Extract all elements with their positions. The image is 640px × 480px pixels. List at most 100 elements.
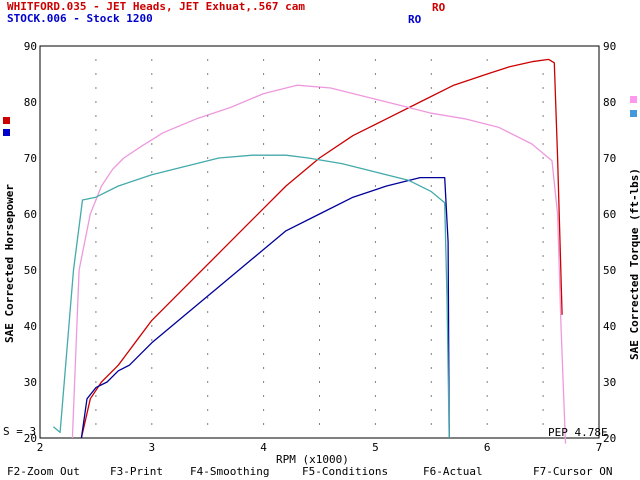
f4-smoothing-key[interactable]: F4-Smoothing xyxy=(190,465,270,478)
grid-dot xyxy=(542,381,544,383)
grid-dot xyxy=(430,227,432,229)
smoothing-value: S = 3 xyxy=(3,425,37,438)
grid-dot xyxy=(319,339,320,341)
grid-dot xyxy=(151,283,153,285)
grid-dot xyxy=(319,227,320,229)
grid-dot xyxy=(319,143,320,145)
y-tick-label-right: 70 xyxy=(603,152,616,165)
x-tick-label: 5 xyxy=(372,441,379,454)
grid-dot xyxy=(374,199,376,201)
grid-dot xyxy=(486,339,488,341)
grid-dot xyxy=(263,353,265,355)
grid-dot xyxy=(542,143,544,145)
grid-dot xyxy=(430,353,432,355)
grid-dot xyxy=(374,73,376,75)
grid-dot xyxy=(151,367,153,369)
grid-dot xyxy=(374,143,376,145)
grid-dot xyxy=(207,171,209,173)
grid-dot xyxy=(374,395,376,397)
grid-dot xyxy=(486,311,488,313)
f5-conditions-key[interactable]: F5-Conditions xyxy=(302,465,389,478)
grid-dot xyxy=(486,115,488,117)
grid-dot xyxy=(151,325,153,327)
grid-dot xyxy=(374,129,376,131)
grid-dot xyxy=(263,255,265,257)
grid-dot xyxy=(542,115,544,117)
grid-dot xyxy=(207,339,209,341)
grid-dot xyxy=(207,297,209,299)
grid-dot xyxy=(542,199,544,201)
grid-dot xyxy=(319,255,320,257)
grid-dot xyxy=(151,101,153,103)
grid-dot xyxy=(486,381,488,383)
legend-run1-right-swatch xyxy=(630,96,637,103)
grid-dot xyxy=(374,157,376,159)
grid-dot xyxy=(95,227,97,229)
grid-dot xyxy=(95,353,97,355)
grid-dot xyxy=(95,325,97,327)
series-line-run2_hp xyxy=(80,176,450,439)
grid-dot xyxy=(319,199,320,201)
y-tick-label-right: 40 xyxy=(603,320,616,333)
grid-dot xyxy=(95,143,97,145)
grid-dot xyxy=(542,73,544,75)
grid-dot xyxy=(207,227,209,229)
grid-dot xyxy=(430,101,432,103)
grid-dot xyxy=(430,283,432,285)
grid-dot xyxy=(319,297,320,299)
grid-dot xyxy=(542,269,544,271)
grid-dot xyxy=(374,367,376,369)
grid-dot xyxy=(95,185,97,187)
grid-dot xyxy=(542,297,544,299)
f7-cursor-key[interactable]: F7-Cursor ON xyxy=(533,465,613,478)
grid-dot xyxy=(263,241,265,243)
grid-dot xyxy=(319,115,320,117)
f2-zoom-out-key[interactable]: F2-Zoom Out xyxy=(7,465,80,478)
x-axis-label: RPM (x1000) xyxy=(276,453,349,466)
grid-dot xyxy=(486,143,488,145)
grid-dot xyxy=(207,59,209,61)
grid-dot xyxy=(542,87,544,89)
grid-dot xyxy=(374,241,376,243)
grid-dot xyxy=(486,213,488,215)
grid-dot xyxy=(263,143,265,145)
grid-dot xyxy=(151,171,153,173)
grid-dot xyxy=(151,213,153,215)
grid-dot xyxy=(207,241,209,243)
grid-dot xyxy=(95,87,97,89)
grid-dot xyxy=(486,283,488,285)
x-tick-label: 6 xyxy=(484,441,491,454)
grid-dot xyxy=(374,87,376,89)
grid-dot xyxy=(542,171,544,173)
grid-dot xyxy=(374,311,376,313)
run2-ro: RO xyxy=(408,13,422,26)
grid-dot xyxy=(542,367,544,369)
grid-dot xyxy=(486,423,488,425)
grid-dot xyxy=(486,297,488,299)
grid-dot xyxy=(374,423,376,425)
legend-run1-left-swatch xyxy=(3,117,10,124)
f3-print-key[interactable]: F3-Print xyxy=(110,465,163,478)
grid-dot xyxy=(430,325,432,327)
grid-dot xyxy=(542,423,544,425)
grid-dot xyxy=(95,101,97,103)
grid-dot xyxy=(374,297,376,299)
grid-dot xyxy=(95,409,97,411)
f6-actual-key[interactable]: F6-Actual xyxy=(423,465,483,478)
grid-dot xyxy=(430,269,432,271)
grid-dot xyxy=(319,367,320,369)
grid-dot xyxy=(486,185,488,187)
grid-dot xyxy=(374,381,376,383)
grid-dot xyxy=(486,59,488,61)
grid-dot xyxy=(207,353,209,355)
grid-dot xyxy=(542,339,544,341)
grid-dot xyxy=(319,269,320,271)
grid-dot xyxy=(374,409,376,411)
grid-dot xyxy=(151,311,153,313)
grid-dot xyxy=(263,101,265,103)
grid-dot xyxy=(263,283,265,285)
grid-dot xyxy=(207,115,209,117)
grid-dot xyxy=(151,59,153,61)
grid-dot xyxy=(95,311,97,313)
x-tick-label: 3 xyxy=(148,441,155,454)
